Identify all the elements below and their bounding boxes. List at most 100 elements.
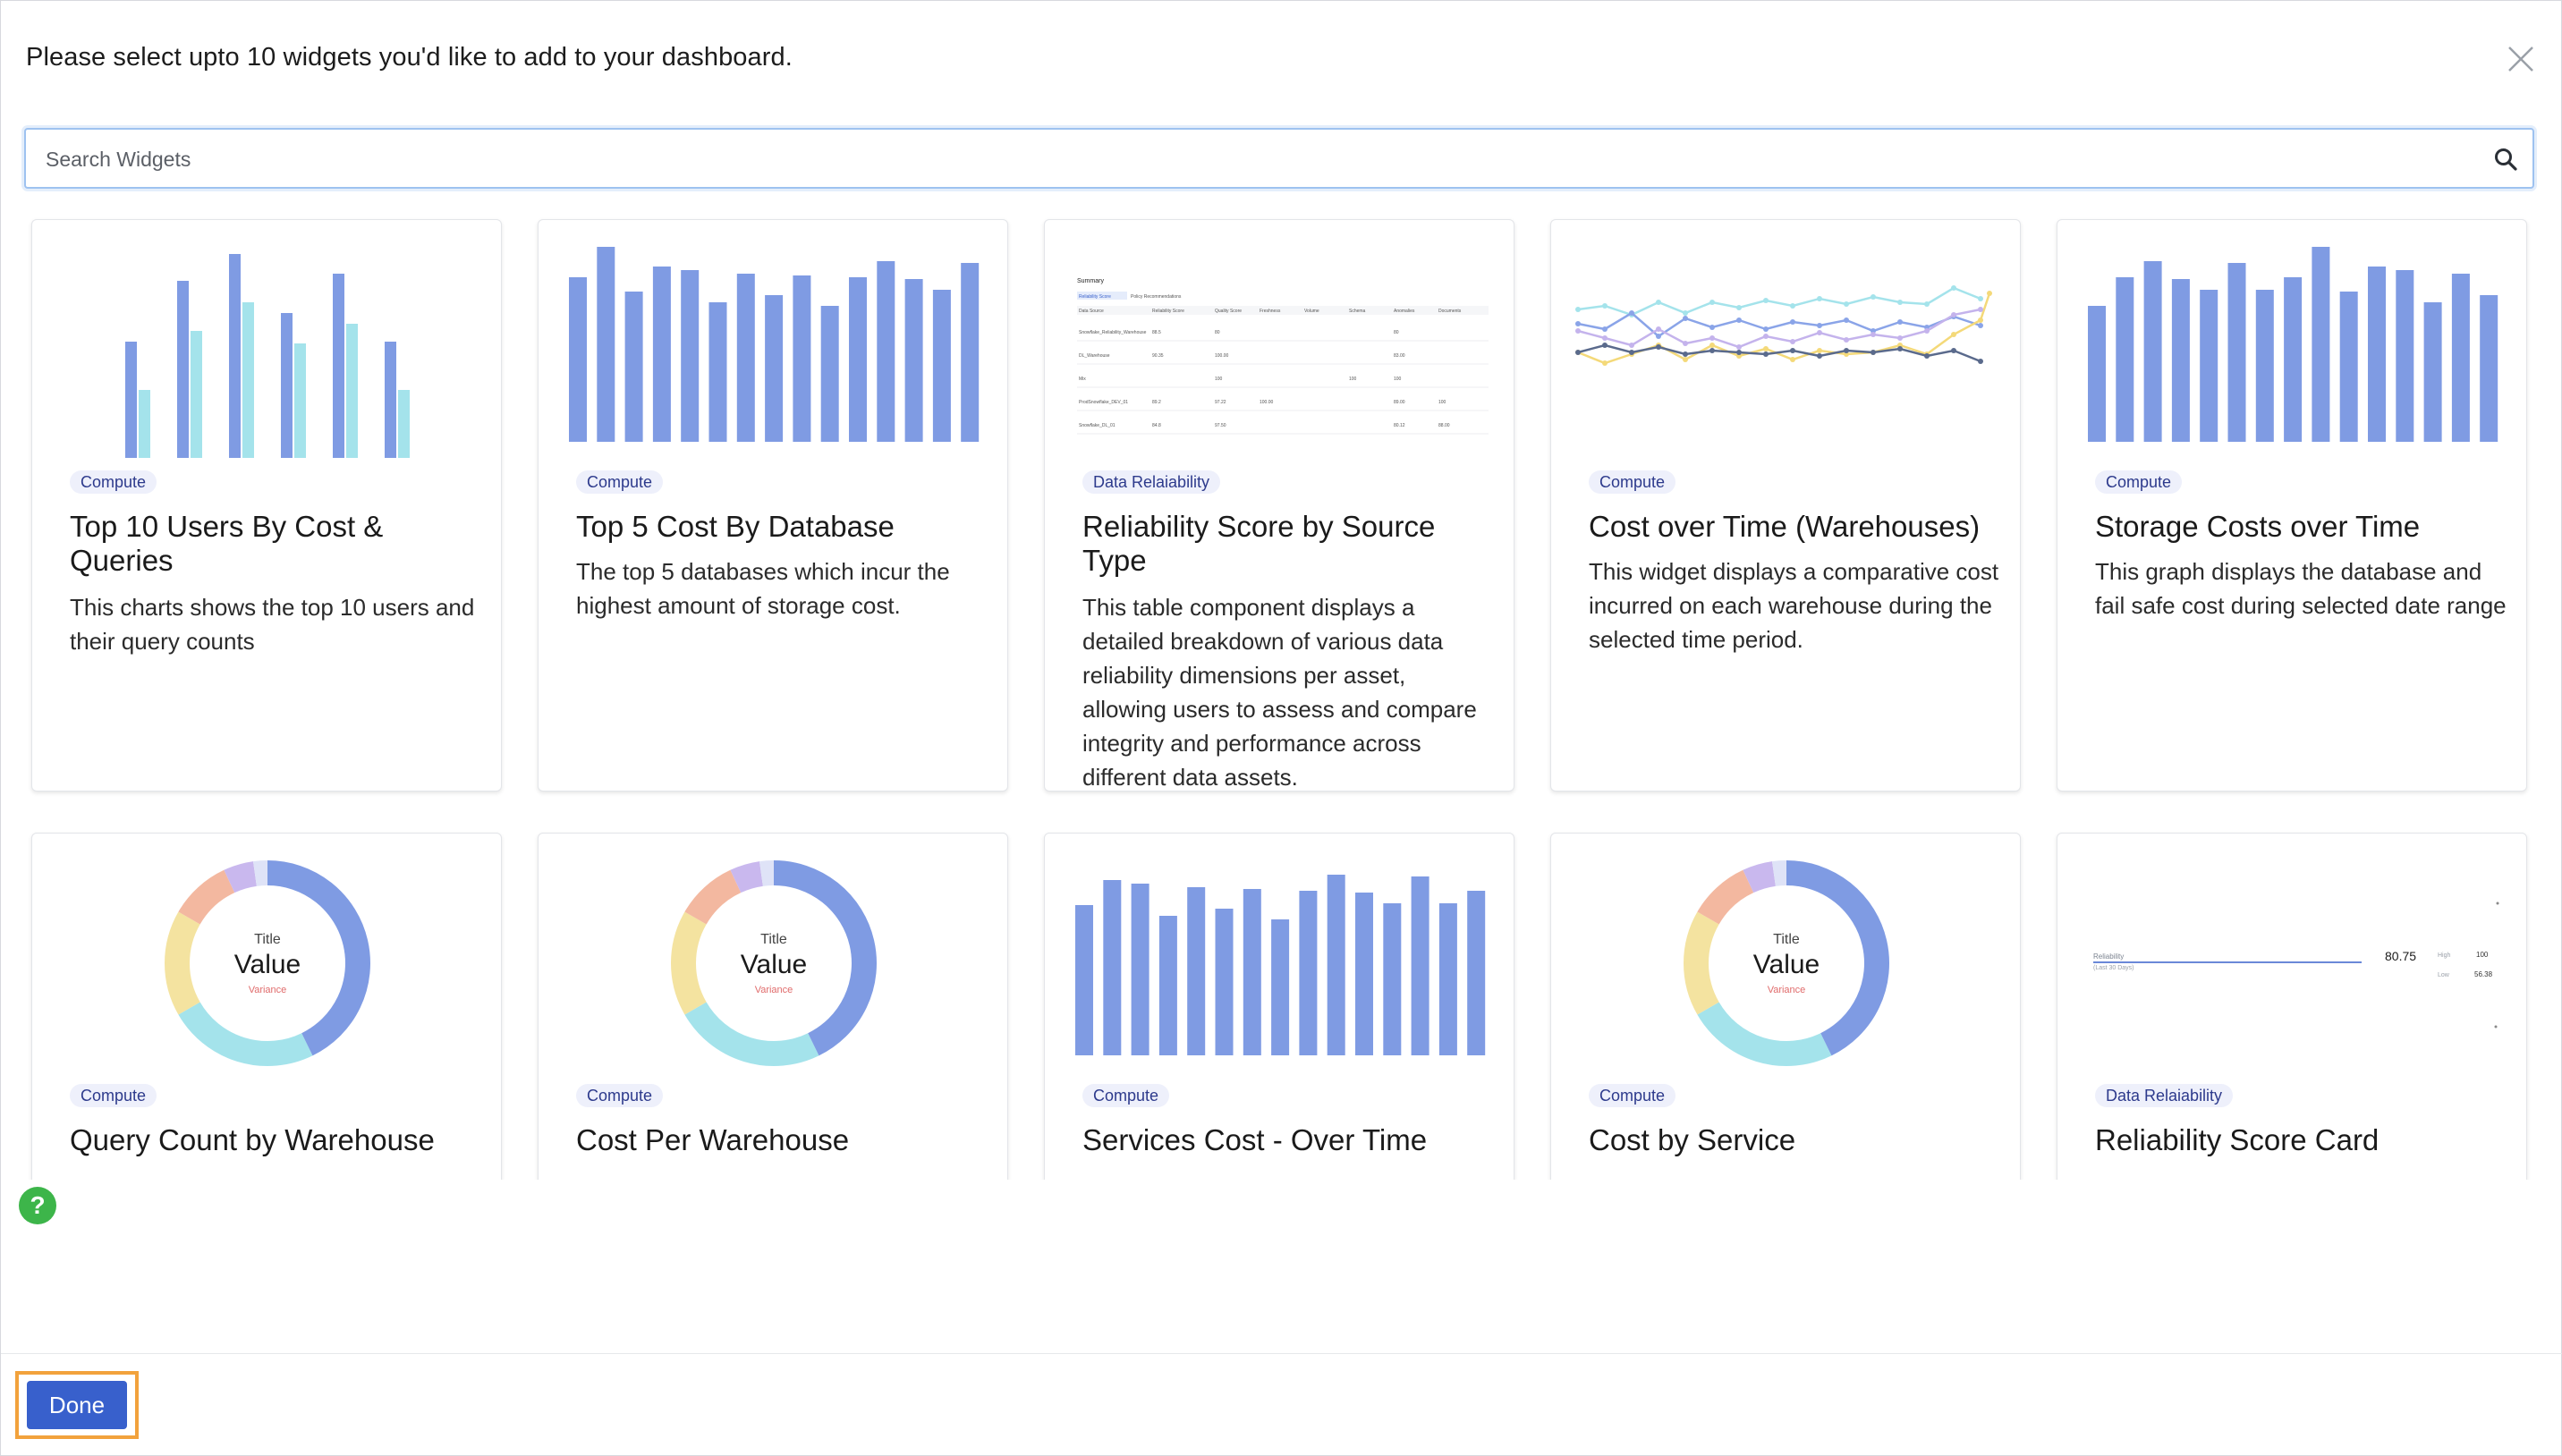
table-column-header: Data Source xyxy=(1079,309,1104,314)
thumb-point xyxy=(1656,326,1661,332)
category-badge: Compute xyxy=(70,470,157,494)
thumb-point xyxy=(1629,350,1634,355)
help-icon[interactable]: ? xyxy=(19,1187,56,1224)
thumb-bar xyxy=(652,267,671,442)
thumb-line xyxy=(1577,308,1981,349)
thumb-point xyxy=(1871,332,1876,337)
thumb-bar xyxy=(2312,247,2330,442)
thumb-point xyxy=(1575,321,1581,326)
thumb-bar xyxy=(2088,306,2106,442)
thumb-bar xyxy=(2171,279,2190,442)
table-tab-label: Policy Recommendations xyxy=(1131,294,1182,300)
widget-preview: Title Value Variance xyxy=(1684,860,1889,1066)
widget-card[interactable]: Compute Cost over Time (Warehouses) This w… xyxy=(1550,219,2021,791)
widget-card[interactable]: Title Value Variance Compute Query Count by … xyxy=(31,833,502,1180)
table-heading: Summary xyxy=(1077,278,1104,284)
thumb-bar xyxy=(139,390,150,458)
widget-card[interactable]: Reliability (Last 30 Days) 80.75 High 100 Low… xyxy=(2057,833,2527,1180)
thumb-point xyxy=(1924,301,1930,307)
thumb-point xyxy=(1897,319,1903,325)
done-button-highlight xyxy=(15,1371,139,1439)
thumb-bar xyxy=(2200,290,2218,442)
widget-grid: Compute Top 10 Users By Cost & Queries Thi… xyxy=(1,212,2562,1180)
score-value: 80.75 xyxy=(2385,949,2416,963)
thumb-bar xyxy=(1271,919,1290,1055)
table-column-header: Anomalies xyxy=(1394,309,1415,314)
table-cell: 80 xyxy=(1215,330,1220,335)
thumb-point xyxy=(1736,344,1742,350)
thumb-line xyxy=(1577,311,1981,338)
thumb-bar xyxy=(597,247,615,442)
thumb-point xyxy=(1736,305,1742,310)
thumb-bar xyxy=(1103,880,1122,1055)
thumb-point xyxy=(1871,350,1876,355)
thumb-point xyxy=(1844,317,1849,323)
thumb-point xyxy=(1951,348,1956,353)
widget-card[interactable]: Title Value Variance Compute Cost Per Wareho… xyxy=(538,833,1008,1180)
donut-value: Value xyxy=(741,950,808,979)
score-high-value: 100 xyxy=(2476,951,2489,959)
thumb-bar xyxy=(708,302,727,442)
score-mark xyxy=(2494,1025,2498,1029)
widget-card[interactable]: Compute Storage Costs over Time This graph… xyxy=(2057,219,2527,791)
table-cell: 100 xyxy=(1394,377,1402,382)
table-tab xyxy=(1077,292,1127,300)
thumb-bar xyxy=(242,302,254,458)
thumb-bar xyxy=(1467,891,1486,1055)
close-icon[interactable] xyxy=(2506,44,2536,74)
donut-segment xyxy=(1684,911,1719,1015)
thumb-point xyxy=(1575,307,1581,312)
donut-segment xyxy=(267,860,370,1056)
table-cell: 97.50 xyxy=(1215,423,1226,428)
widget-title: Services Cost - Over Time xyxy=(1082,1123,1428,1156)
thumb-bar xyxy=(1187,887,1206,1055)
score-sub: (Last 30 Days) xyxy=(2093,965,2134,971)
thumb-bar xyxy=(346,324,358,458)
table-cell: 83.00 xyxy=(1394,353,1405,359)
thumb-point xyxy=(1602,335,1608,341)
thumb-point xyxy=(1709,335,1715,341)
thumb-point xyxy=(1978,307,1983,312)
thumb-point xyxy=(1683,310,1688,316)
thumb-bar xyxy=(624,292,643,442)
category-badge: Data Relaiability xyxy=(2095,1084,2234,1107)
widget-card[interactable]: Compute Top 5 Cost By Database The top 5 d… xyxy=(538,219,1008,791)
table-cell: 100.00 xyxy=(1215,353,1229,359)
widget-card[interactable]: Title Value Variance Compute Cost by Service… xyxy=(1550,833,2021,1180)
thumb-point xyxy=(1844,301,1849,307)
widget-title: Top 10 Users By Cost & Queries xyxy=(70,510,384,577)
widget-title: Storage Costs over Time xyxy=(2095,510,2421,543)
search-input[interactable] xyxy=(44,140,2463,178)
thumb-bar xyxy=(191,331,202,458)
thumb-point xyxy=(1656,344,1661,350)
donut-segment xyxy=(1697,1002,1832,1066)
widget-card[interactable]: Compute Top 10 Users By Cost & Queries Thi… xyxy=(31,219,502,791)
widget-card[interactable]: Summary Reliability Score Policy Recommend… xyxy=(1044,219,1514,791)
thumb-point xyxy=(1683,316,1688,321)
search-icon[interactable] xyxy=(2493,147,2518,172)
thumb-bar xyxy=(294,343,306,458)
category-badge: Data Relaiability xyxy=(1082,470,1221,494)
thumb-point xyxy=(1763,298,1769,303)
table-cell: 89.2 xyxy=(1152,400,1161,405)
thumb-point xyxy=(1951,312,1956,317)
thumb-bar xyxy=(2423,302,2442,442)
score-label: Reliability xyxy=(2093,952,2124,961)
donut-segment xyxy=(684,869,742,925)
donut-segment xyxy=(1743,861,1777,893)
score-mark xyxy=(2496,902,2499,905)
thumb-point xyxy=(1844,348,1849,353)
category-badge: Compute xyxy=(576,470,664,494)
thumb-point xyxy=(1817,323,1822,328)
thumb-bar xyxy=(1355,893,1373,1055)
table-cell: ProdSnowflake_DEV_01 xyxy=(1079,400,1128,405)
score-low-value: 56.38 xyxy=(2474,970,2493,978)
table-cell: Mix xyxy=(1079,377,1086,382)
donut-value: Value xyxy=(234,950,301,979)
thumb-point xyxy=(1924,353,1930,359)
table-cell: 97.22 xyxy=(1215,400,1226,405)
donut-segment xyxy=(684,1002,819,1066)
done-button[interactable]: Done xyxy=(27,1381,127,1429)
